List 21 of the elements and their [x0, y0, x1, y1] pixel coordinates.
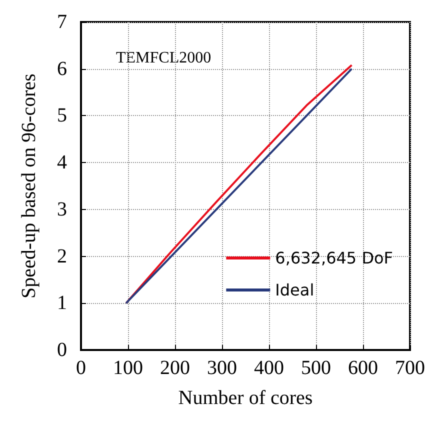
x-tick-label: 400 [254, 357, 284, 379]
legend-label: Ideal [275, 280, 314, 300]
y-axis-title: Speed-up based on 96-cores [18, 73, 40, 298]
x-tick-label: 200 [160, 357, 190, 379]
y-tick-label: 7 [57, 11, 67, 33]
y-tick-label: 0 [57, 339, 67, 361]
y-tick-label: 2 [57, 245, 67, 268]
x-tick-label: 700 [395, 357, 425, 379]
x-tick-label: 500 [301, 357, 331, 379]
y-tick-label: 6 [57, 58, 67, 80]
x-tick-label: 300 [207, 357, 237, 379]
x-tick-label: 600 [348, 357, 378, 379]
y-tick-label: 1 [57, 292, 67, 314]
y-tick-label: 4 [57, 152, 67, 174]
x-axis-title: Number of cores [178, 387, 313, 409]
annotation: TEMFCL2000 [116, 50, 212, 66]
x-tick-label: 0 [76, 357, 86, 379]
y-tick-label: 3 [57, 198, 67, 220]
legend-label: 6,632,645 DoF [275, 248, 393, 268]
y-tick-label: 5 [57, 104, 67, 127]
x-tick-label: 100 [113, 357, 143, 379]
